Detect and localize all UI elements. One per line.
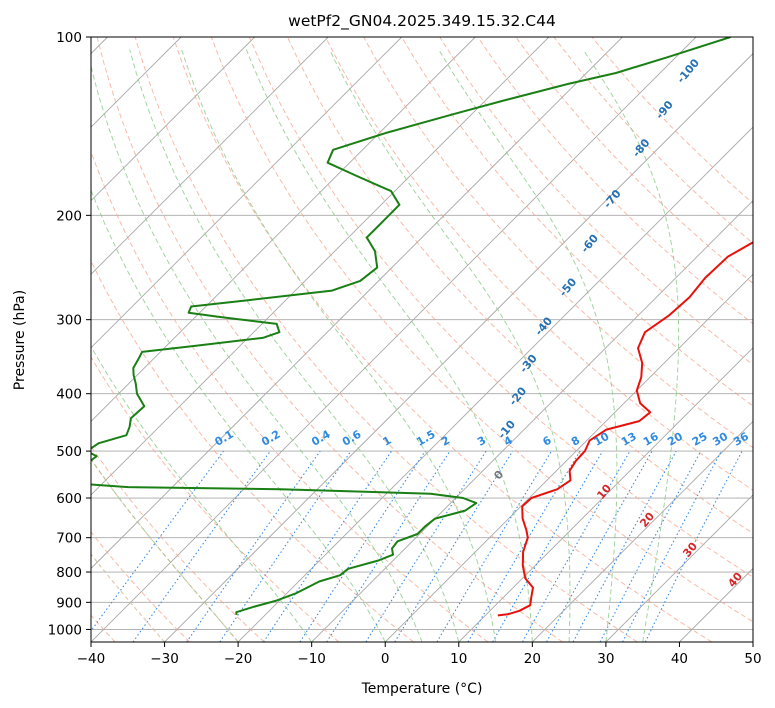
isotherm-line [91, 37, 697, 642]
tan-curve-line [91, 458, 239, 642]
dry-adiabat-line [591, 37, 753, 205]
chart-title: wetPf2_GN04.2025.349.15.32.C44 [288, 12, 556, 31]
plot-area [91, 37, 753, 642]
mixing-ratio-line [91, 450, 224, 632]
mixing-ratio-line [394, 450, 514, 642]
y-tick-label: 300 [56, 313, 82, 329]
mixing-ratio-line [299, 450, 426, 642]
dewpoint-line [91, 37, 731, 615]
y-tick-label: 600 [56, 491, 82, 507]
x-tick-label: 30 [597, 651, 614, 667]
moist-adiabat-line [129, 49, 460, 642]
dry-adiabat-line [477, 37, 753, 325]
moist-adiabat-line [582, 49, 680, 642]
dry-adiabat-line [363, 37, 753, 449]
mixing-ratio-line [572, 450, 677, 642]
x-tick-label: −20 [224, 651, 253, 667]
isotherm-line [605, 494, 753, 642]
y-tick-label: 400 [56, 387, 82, 403]
moist-adiabat-line [181, 49, 497, 642]
dry-adiabat-line [134, 37, 638, 642]
mixing-ratio-line [263, 450, 392, 642]
dry-adiabat-line [91, 150, 489, 642]
isotherm-line [91, 37, 623, 570]
isotherm-line [384, 273, 753, 642]
moist-adiabat-line [438, 49, 618, 642]
dry-adiabat-line [287, 37, 753, 534]
x-tick-label: −30 [150, 651, 179, 667]
dry-adiabat-line [172, 37, 713, 642]
dry-adiabat-line [325, 37, 753, 491]
moist-adiabat-line [91, 345, 313, 642]
y-tick-label: 900 [56, 595, 82, 611]
mixing-ratio-line [644, 450, 743, 642]
dry-adiabat-line [210, 37, 753, 623]
dry-adiabat-line [91, 259, 414, 642]
y-axis-ticks: 100 200 300 400 500 600 700 800 900 1000 [48, 30, 91, 638]
mixing-ratio-line [546, 450, 653, 642]
x-tick-label: 20 [524, 651, 541, 667]
x-tick-label: 50 [744, 651, 761, 667]
dry-adiabat-line [248, 37, 753, 578]
mixing-ratio-line [219, 450, 352, 642]
dry-adiabat-line [515, 37, 753, 284]
dry-adiabat-line [91, 531, 191, 642]
x-tick-label: −10 [297, 651, 326, 667]
isotherm-line [91, 37, 255, 202]
moist-adiabat-line [329, 49, 571, 642]
isotherm-line [91, 37, 403, 349]
x-axis-label: Temperature (°C) [361, 681, 483, 697]
moist-adiabat-line [91, 64, 423, 642]
series-layer [91, 37, 753, 617]
isotherm-line [91, 37, 329, 275]
y-tick-label: 1000 [48, 622, 82, 638]
x-axis-ticks: −40 −30 −20 −10 0 10 20 30 40 50 [77, 642, 762, 667]
y-tick-label: 700 [56, 531, 82, 547]
mixing-ratio-line [186, 450, 321, 642]
y-tick-label: 500 [56, 444, 82, 460]
moist-adiabat-line [245, 49, 533, 642]
y-tick-label: 800 [56, 565, 82, 581]
isotherm-line [164, 52, 753, 642]
isotherm-line [458, 347, 753, 642]
x-tick-label: 10 [450, 651, 467, 667]
x-tick-label: 0 [381, 651, 390, 667]
y-axis-label: Pressure (hPa) [12, 290, 28, 390]
isotherm-line [91, 37, 476, 422]
temperature-line [497, 241, 753, 617]
x-tick-label: −40 [77, 651, 106, 667]
plot-frame [90, 36, 754, 643]
isotherm-line [237, 126, 753, 642]
y-tick-label: 100 [56, 30, 82, 46]
mixing-ratio-line [522, 450, 631, 642]
isotherm-line [532, 420, 753, 642]
moist-adiabat-line [91, 188, 386, 642]
mixing-ratio-line [132, 450, 271, 642]
y-tick-label: 200 [56, 208, 82, 224]
mixing-ratio-line [326, 450, 451, 642]
x-tick-label: 40 [671, 651, 688, 667]
dry-adiabat-line [401, 37, 753, 407]
